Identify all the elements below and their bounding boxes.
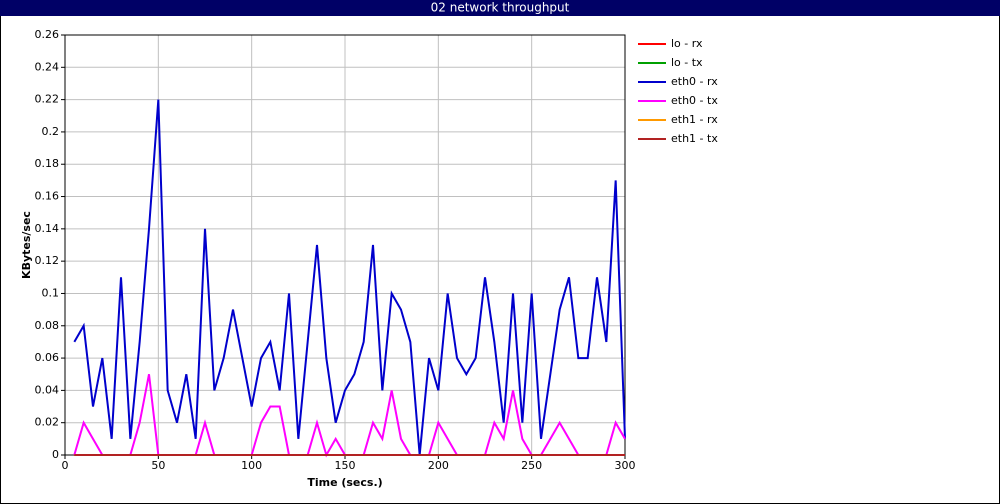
legend-label: eth1 - rx — [671, 113, 718, 126]
x-tick-label: 250 — [521, 459, 542, 472]
y-axis-label: KBytes/sec — [20, 211, 33, 279]
y-tick-label: 0.02 — [35, 416, 60, 429]
y-tick-label: 0.24 — [35, 60, 60, 73]
chart-title: 02 network throughput — [431, 1, 570, 15]
legend-label: eth1 - tx — [671, 132, 718, 145]
y-tick-label: 0 — [52, 448, 59, 461]
title-bar — [0, 0, 1000, 16]
x-tick-label: 200 — [428, 459, 449, 472]
y-tick-label: 0.16 — [35, 190, 60, 203]
x-tick-label: 100 — [241, 459, 262, 472]
legend-label: lo - rx — [671, 37, 703, 50]
legend-label: eth0 - tx — [671, 94, 718, 107]
legend-label: eth0 - rx — [671, 75, 718, 88]
y-tick-label: 0.12 — [35, 254, 60, 267]
y-tick-label: 0.22 — [35, 93, 60, 106]
y-tick-label: 0.1 — [42, 286, 60, 299]
x-tick-label: 150 — [335, 459, 356, 472]
series-line — [73, 99, 626, 456]
x-tick-label: 300 — [615, 459, 636, 472]
y-tick-label: 0.08 — [35, 319, 60, 332]
legend-label: lo - tx — [671, 56, 703, 69]
y-tick-label: 0.04 — [35, 383, 60, 396]
y-tick-label: 0.06 — [35, 351, 60, 364]
x-tick-label: 50 — [151, 459, 165, 472]
y-tick-label: 0.18 — [35, 157, 60, 170]
y-tick-label: 0.26 — [35, 28, 60, 41]
y-tick-label: 0.14 — [35, 222, 60, 235]
x-tick-label: 0 — [62, 459, 69, 472]
y-tick-label: 0.2 — [42, 125, 60, 138]
x-axis-label: Time (secs.) — [307, 476, 382, 489]
